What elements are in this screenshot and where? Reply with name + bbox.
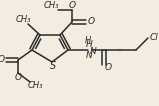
Text: Cl: Cl xyxy=(150,33,158,42)
Text: CH₃: CH₃ xyxy=(43,1,59,10)
Text: O: O xyxy=(104,63,112,72)
Text: O: O xyxy=(14,73,22,82)
Text: O: O xyxy=(0,56,5,64)
Text: H: H xyxy=(85,36,91,45)
Text: N: N xyxy=(90,47,97,56)
Text: CH₃: CH₃ xyxy=(15,15,31,24)
Text: O: O xyxy=(87,17,95,26)
Text: S: S xyxy=(50,61,56,71)
Text: H
N: H N xyxy=(86,40,92,60)
Text: O: O xyxy=(68,1,76,10)
Text: CH₃: CH₃ xyxy=(27,82,43,91)
